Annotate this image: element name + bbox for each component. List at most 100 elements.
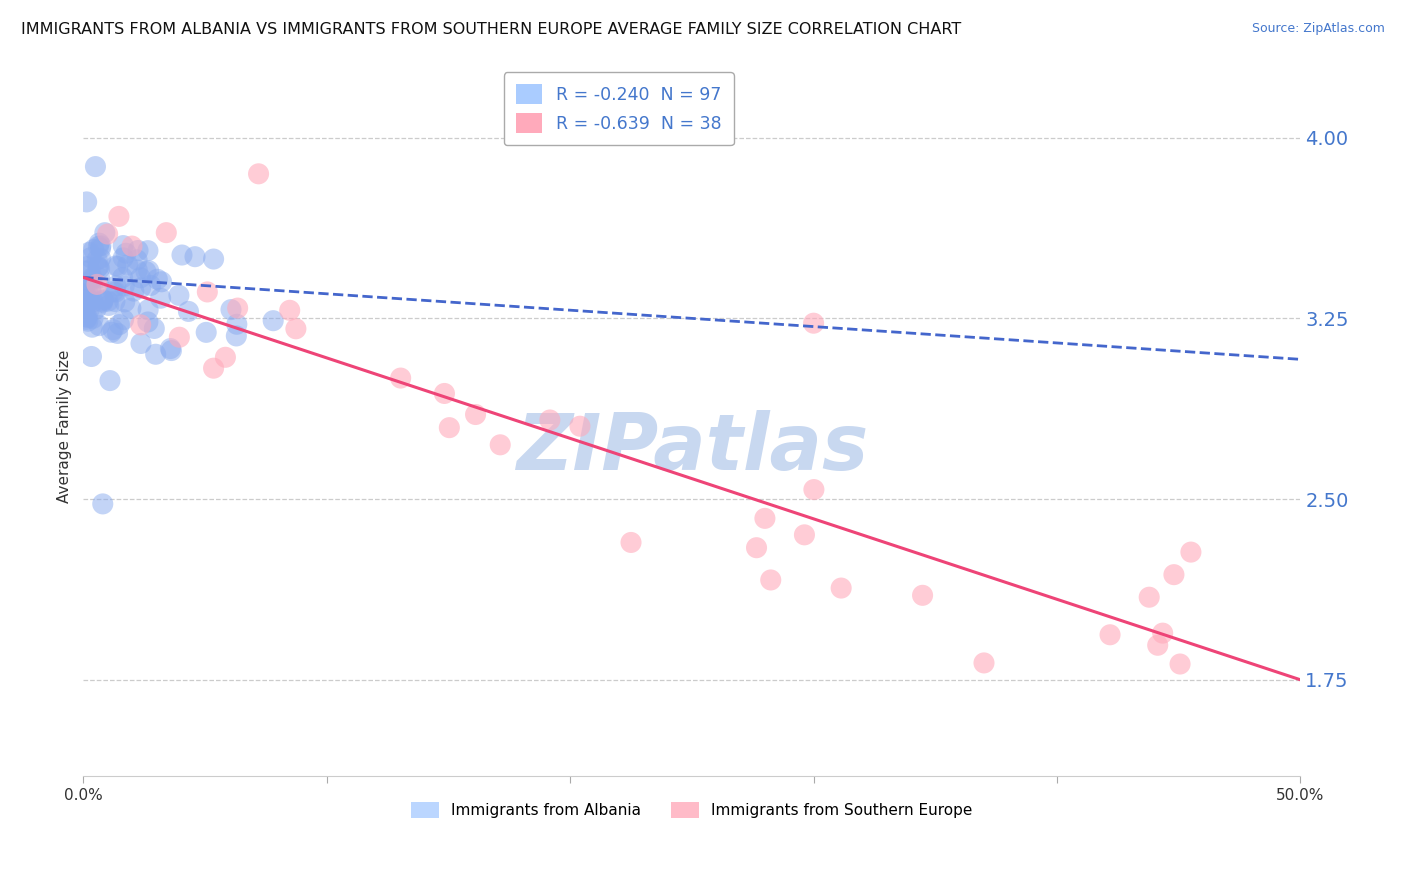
- Point: [97, 298, 120, 312]
- Point: [114, 294, 136, 309]
- Point: [149, 291, 172, 305]
- Point: [82, 320, 104, 334]
- Point: [104, 294, 127, 309]
- Point: [129, 281, 152, 295]
- Point: [75, 297, 97, 311]
- Point: [278, 303, 301, 318]
- Point: [97, 294, 120, 309]
- Point: [83, 243, 105, 257]
- Point: [284, 322, 307, 336]
- Point: [80, 350, 103, 364]
- Point: [103, 285, 125, 299]
- Point: [112, 312, 135, 326]
- Point: [1168, 657, 1191, 671]
- Point: [76, 260, 98, 274]
- Point: [125, 252, 148, 267]
- Point: [91, 293, 114, 307]
- Point: [170, 248, 193, 262]
- Point: [80, 280, 103, 294]
- Point: [86, 252, 108, 267]
- Point: [111, 270, 134, 285]
- Point: [91, 497, 114, 511]
- Point: [911, 588, 934, 602]
- Point: [803, 483, 825, 497]
- Point: [973, 656, 995, 670]
- Point: [177, 304, 200, 318]
- Point: [620, 535, 643, 549]
- Point: [169, 330, 191, 344]
- Point: [803, 316, 825, 330]
- Point: [87, 260, 110, 275]
- Point: [115, 246, 138, 260]
- Point: [759, 573, 782, 587]
- Point: [77, 303, 100, 318]
- Point: [75, 298, 97, 312]
- Point: [745, 541, 768, 555]
- Point: [160, 343, 183, 358]
- Point: [262, 314, 284, 328]
- Point: [195, 285, 218, 299]
- Point: [112, 279, 135, 293]
- Point: [184, 250, 207, 264]
- Text: IMMIGRANTS FROM ALBANIA VS IMMIGRANTS FROM SOUTHERN EUROPE AVERAGE FAMILY SIZE C: IMMIGRANTS FROM ALBANIA VS IMMIGRANTS FR…: [21, 22, 962, 37]
- Point: [73, 264, 96, 278]
- Point: [107, 260, 129, 274]
- Point: [1152, 626, 1174, 640]
- Point: [145, 347, 167, 361]
- Point: [87, 239, 110, 253]
- Point: [793, 528, 815, 542]
- Point: [87, 260, 110, 274]
- Point: [79, 263, 101, 277]
- Point: [830, 581, 852, 595]
- Point: [129, 336, 152, 351]
- Point: [150, 275, 173, 289]
- Point: [219, 302, 242, 317]
- Point: [754, 511, 776, 525]
- Point: [101, 323, 124, 337]
- Point: [97, 227, 120, 241]
- Point: [76, 314, 98, 328]
- Point: [89, 236, 111, 251]
- Point: [98, 374, 121, 388]
- Point: [139, 278, 162, 293]
- Point: [129, 318, 152, 332]
- Point: [80, 273, 103, 287]
- Point: [108, 210, 131, 224]
- Point: [143, 321, 166, 335]
- Point: [89, 318, 111, 333]
- Point: [136, 302, 159, 317]
- Point: [90, 239, 112, 253]
- Point: [107, 326, 129, 341]
- Point: [104, 285, 127, 299]
- Point: [100, 325, 122, 339]
- Point: [84, 160, 107, 174]
- Point: [464, 408, 486, 422]
- Point: [155, 226, 177, 240]
- Point: [433, 386, 456, 401]
- Point: [159, 342, 181, 356]
- Point: [489, 438, 512, 452]
- Point: [127, 244, 149, 258]
- Point: [135, 264, 157, 278]
- Point: [79, 293, 101, 308]
- Point: [89, 261, 111, 276]
- Point: [104, 279, 127, 293]
- Point: [82, 270, 104, 285]
- Point: [117, 258, 139, 272]
- Point: [91, 295, 114, 310]
- Point: [104, 259, 127, 273]
- Point: [1180, 545, 1202, 559]
- Point: [538, 413, 561, 427]
- Point: [389, 371, 412, 385]
- Point: [225, 318, 247, 332]
- Point: [75, 312, 97, 326]
- Point: [1099, 628, 1122, 642]
- Point: [122, 284, 145, 298]
- Point: [121, 239, 143, 253]
- Point: [226, 301, 249, 315]
- Point: [75, 285, 97, 300]
- Point: [568, 419, 591, 434]
- Point: [120, 301, 142, 316]
- Point: [82, 278, 104, 293]
- Point: [91, 293, 114, 308]
